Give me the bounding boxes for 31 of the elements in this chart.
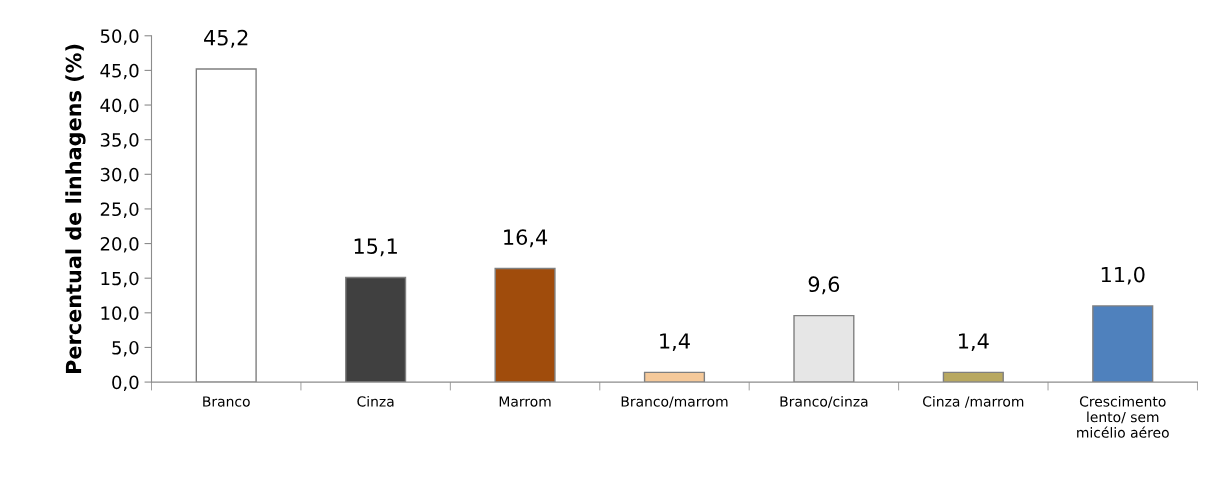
- bar: [494, 267, 556, 383]
- bar: [1092, 305, 1154, 383]
- data-label: 9,6: [808, 276, 840, 295]
- data-label: 16,4: [504, 229, 548, 248]
- y-tick-label: 25,0: [100, 202, 139, 218]
- x-tick-label: Cinza /marrom: [923, 395, 1024, 408]
- y-tick-label: 45,0: [100, 63, 139, 80]
- y-tick-label: 15,0: [101, 271, 139, 288]
- x-tick-label: Cinza: [357, 395, 394, 407]
- data-label: 1,4: [959, 333, 989, 352]
- data-label: 15,1: [354, 238, 397, 257]
- x-tick-label: Crescimento lento/ sem micélio aéreo: [1077, 395, 1169, 438]
- data-label: 11,0: [1101, 266, 1145, 285]
- data-label: 1,4: [660, 333, 690, 352]
- y-tick-label: 0,0: [112, 375, 139, 392]
- y-tick-label: 40,0: [100, 98, 139, 114]
- y-tick-label: 50,0: [100, 29, 139, 45]
- data-label: 45,2: [204, 29, 248, 48]
- x-tick-label: Branco: [203, 396, 250, 407]
- bar: [793, 314, 855, 383]
- bar: [345, 276, 407, 383]
- y-tick-label: 30,0: [100, 167, 139, 184]
- x-tick-label: Branco/cinza: [780, 395, 868, 408]
- y-axis-title: Percentual de linhagens (%): [65, 44, 86, 373]
- x-tick-label: Marrom: [499, 396, 551, 407]
- bar: [195, 68, 257, 383]
- x-tick-label: Branco/marrom: [621, 396, 728, 408]
- y-tick-label: 20,0: [100, 237, 139, 253]
- y-tick-label: 35,0: [100, 133, 139, 149]
- y-tick-label: 5,0: [112, 340, 139, 357]
- y-tick-label: 10,0: [101, 306, 139, 322]
